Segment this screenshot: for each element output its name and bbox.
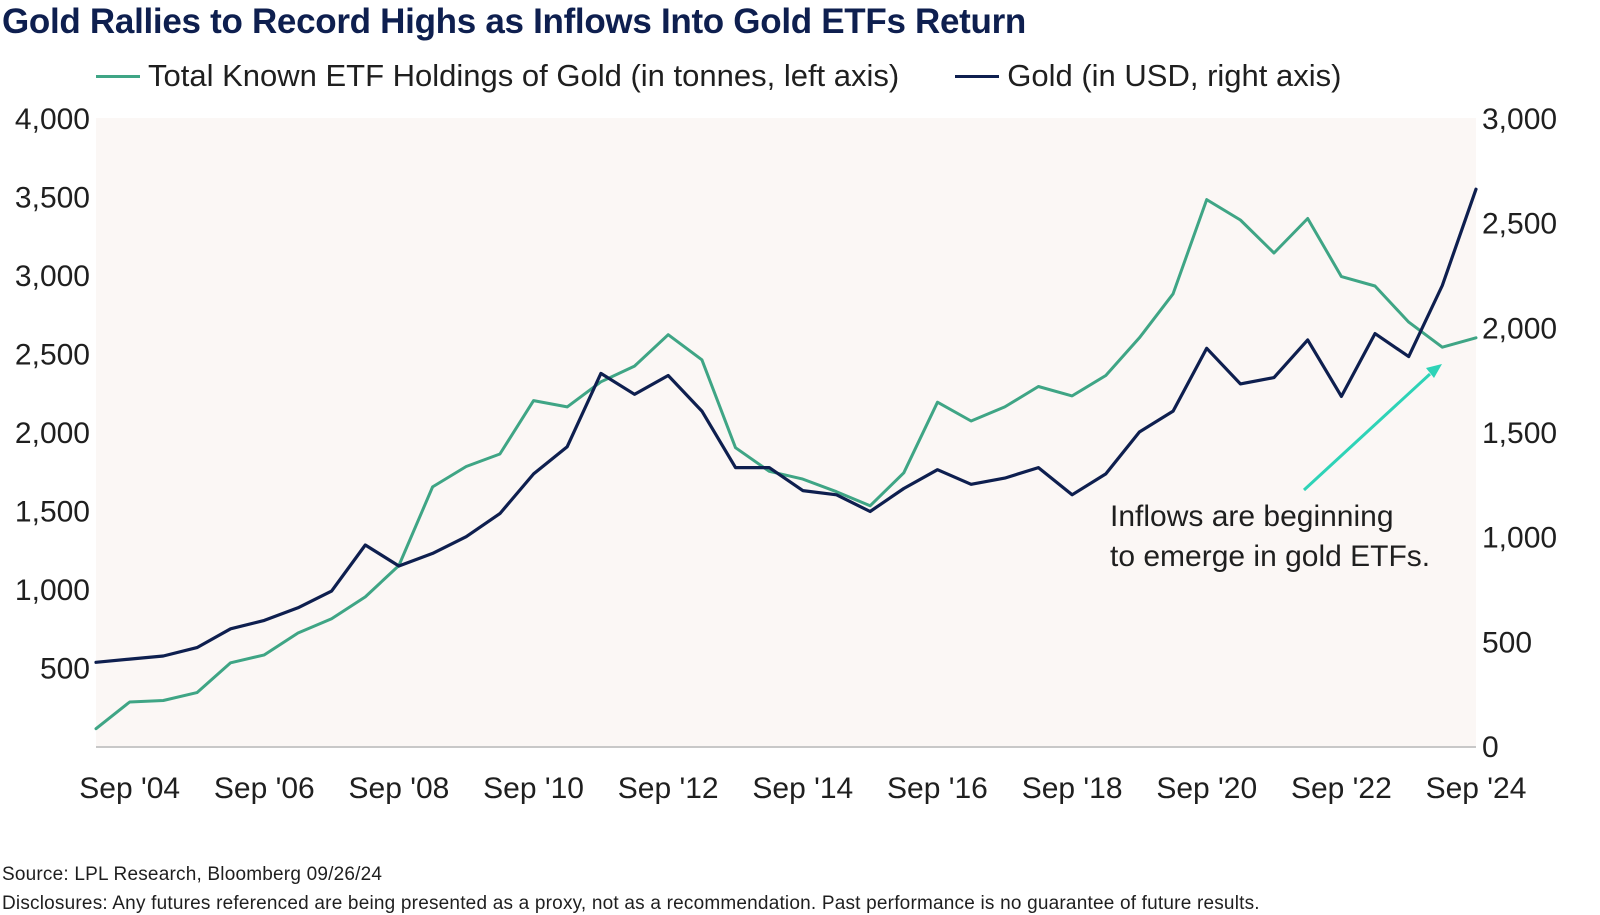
annotation-arrow-shaft xyxy=(1302,372,1432,492)
y-left-tick-label: 3,500 xyxy=(15,182,90,215)
legend-item-gold-price: Gold (in USD, right axis) xyxy=(955,58,1341,94)
legend-label-etf-holdings: Total Known ETF Holdings of Gold (in ton… xyxy=(148,58,900,93)
y-left-tick-label: 3,000 xyxy=(15,260,90,293)
x-tick-label: Sep '18 xyxy=(1022,772,1123,805)
x-tick-label: Sep '06 xyxy=(214,772,315,805)
annotation: Inflows are beginning to emerge in gold E… xyxy=(1110,364,1442,573)
x-tick-label: Sep '22 xyxy=(1291,772,1392,805)
disclosure-note: Disclosures: Any futures referenced are … xyxy=(2,893,1260,914)
x-tick-label: Sep '16 xyxy=(887,772,988,805)
y-right-tick-label: 0 xyxy=(1482,731,1499,764)
y-right-tick-label: 2,000 xyxy=(1482,312,1557,345)
y-right-tick-label: 1,000 xyxy=(1482,522,1557,555)
chart-title: Gold Rallies to Record Highs as Inflows … xyxy=(2,2,1027,41)
x-tick-label: Sep '24 xyxy=(1426,772,1527,805)
plot-background xyxy=(96,118,1476,746)
y-left-tick-labels: 500 1,000 1,500 2,000 2,500 3,000 3,500 4,000 xyxy=(15,103,90,686)
x-tick-labels: Sep '04 Sep '06 Sep '08 Sep '10 Sep '12 Sep '… xyxy=(79,772,1526,805)
y-left-tick-label: 1,000 xyxy=(15,574,90,607)
y-left-tick-label: 4,000 xyxy=(15,103,90,136)
y-right-tick-label: 3,000 xyxy=(1482,103,1557,136)
source-note: Source: LPL Research, Bloomberg 09/26/24 xyxy=(2,864,383,885)
annotation-text-line: Inflows are beginning xyxy=(1110,500,1394,533)
y-left-tick-label: 2,000 xyxy=(15,417,90,450)
x-tick-label: Sep '04 xyxy=(79,772,180,805)
x-tick-label: Sep '14 xyxy=(752,772,853,805)
y-left-tick-label: 2,500 xyxy=(15,339,90,372)
legend-swatch-etf-holdings xyxy=(96,74,140,78)
y-left-tick-label: 500 xyxy=(40,653,90,686)
y-right-tick-label: 2,500 xyxy=(1482,208,1557,241)
y-right-tick-label: 1,500 xyxy=(1482,417,1557,450)
y-right-tick-label: 500 xyxy=(1482,626,1532,659)
legend-label-gold-price: Gold (in USD, right axis) xyxy=(1007,58,1342,93)
x-tick-label: Sep '08 xyxy=(349,772,450,805)
x-tick-label: Sep '20 xyxy=(1156,772,1257,805)
annotation-arrow-head xyxy=(1426,364,1442,378)
series-lines xyxy=(94,187,1478,731)
y-right-tick-labels: 0 500 1,000 1,500 2,000 2,500 3,000 xyxy=(1482,103,1557,764)
y-left-tick-label: 1,500 xyxy=(15,496,90,529)
x-tick-label: Sep '12 xyxy=(618,772,719,805)
series-line-etf-holdings xyxy=(94,198,1478,731)
annotation-text-line: to emerge in gold ETFs. xyxy=(1110,540,1430,573)
chart-legend: Total Known ETF Holdings of Gold (in ton… xyxy=(96,56,1341,96)
legend-swatch-gold-price xyxy=(955,74,1000,78)
legend-item-etf-holdings: Total Known ETF Holdings of Gold (in ton… xyxy=(96,58,899,94)
series-line-gold-price xyxy=(94,187,1478,664)
x-tick-label: Sep '10 xyxy=(483,772,584,805)
